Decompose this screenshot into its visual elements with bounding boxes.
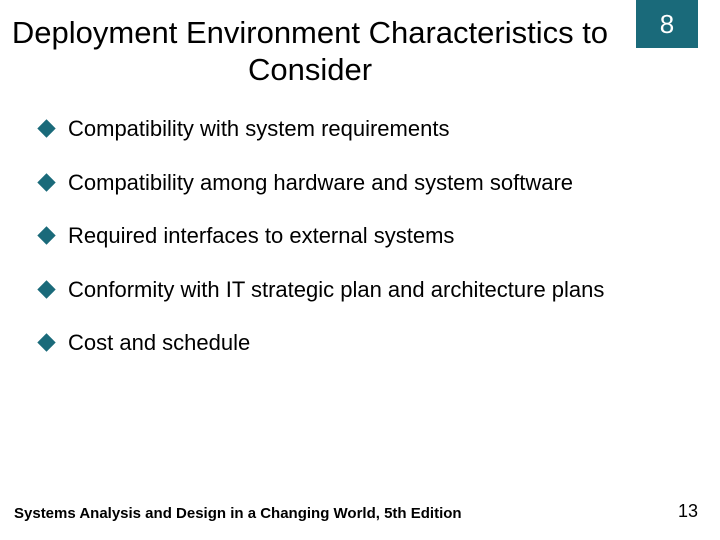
list-item: Cost and schedule <box>40 329 680 357</box>
list-item: Compatibility among hardware and system … <box>40 169 680 197</box>
bullet-text: Required interfaces to external systems <box>68 222 680 250</box>
bullet-text: Compatibility with system requirements <box>68 115 680 143</box>
diamond-icon <box>37 119 55 137</box>
list-item: Conformity with IT strategic plan and ar… <box>40 276 680 304</box>
diamond-icon <box>37 173 55 191</box>
diamond-icon <box>37 333 55 351</box>
bullet-text: Cost and schedule <box>68 329 680 357</box>
bullet-text: Compatibility among hardware and system … <box>68 169 680 197</box>
list-item: Required interfaces to external systems <box>40 222 680 250</box>
list-item: Compatibility with system requirements <box>40 115 680 143</box>
slide-title: Deployment Environment Characteristics t… <box>0 14 620 88</box>
slide: 8 Deployment Environment Characteristics… <box>0 0 720 540</box>
chapter-badge: 8 <box>636 0 698 48</box>
bullet-list: Compatibility with system requirements C… <box>40 115 680 383</box>
footer-page-number: 13 <box>678 501 698 522</box>
footer-book-title: Systems Analysis and Design in a Changin… <box>14 505 462 522</box>
bullet-text: Conformity with IT strategic plan and ar… <box>68 276 680 304</box>
diamond-icon <box>37 280 55 298</box>
diamond-icon <box>37 226 55 244</box>
chapter-number: 8 <box>660 9 674 40</box>
